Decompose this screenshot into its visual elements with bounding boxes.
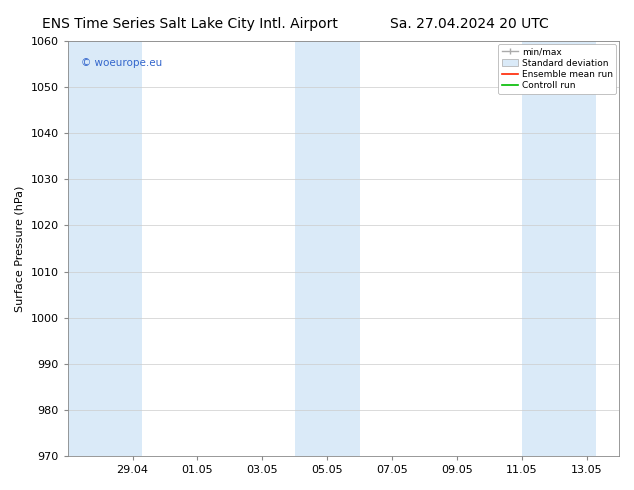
Text: Sa. 27.04.2024 20 UTC: Sa. 27.04.2024 20 UTC <box>390 17 548 31</box>
Text: ENS Time Series Salt Lake City Intl. Airport: ENS Time Series Salt Lake City Intl. Air… <box>42 17 338 31</box>
Bar <box>295 41 359 456</box>
Y-axis label: Surface Pressure (hPa): Surface Pressure (hPa) <box>15 185 25 312</box>
Bar <box>68 41 142 456</box>
Legend: min/max, Standard deviation, Ensemble mean run, Controll run: min/max, Standard deviation, Ensemble me… <box>498 44 616 94</box>
Bar <box>522 41 597 456</box>
Text: © woeurope.eu: © woeurope.eu <box>82 58 163 68</box>
